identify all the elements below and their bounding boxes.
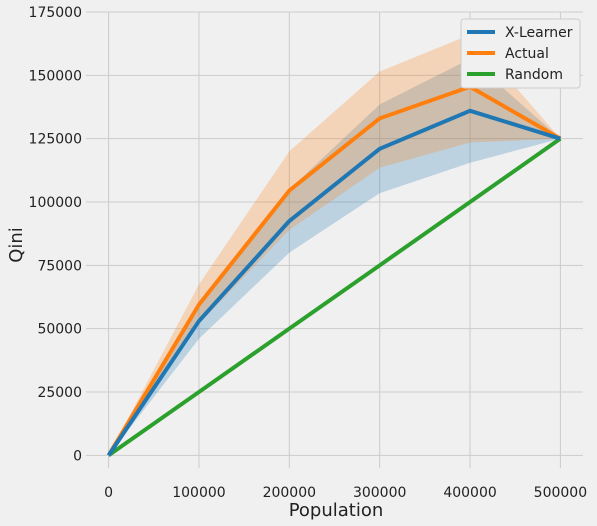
x-tick-label: 300000 <box>353 485 406 501</box>
x-tick-label: 0 <box>104 485 113 501</box>
y-tick-label: 125000 <box>29 132 82 148</box>
series-line-random <box>107 137 562 457</box>
legend-box <box>460 18 581 89</box>
x-tick-label: 100000 <box>172 485 225 501</box>
y-axis-title: Qini <box>6 227 27 263</box>
y-tick-label: 100000 <box>29 195 82 211</box>
y-tick-label: 175000 <box>29 5 82 21</box>
y-tick-label: 0 <box>73 448 82 464</box>
x-tick-labels: 0 100000 200000 300000 400000 500000 <box>104 485 587 501</box>
x-tick-label: 200000 <box>263 485 316 501</box>
series-lines <box>106 84 562 457</box>
x-tick-label: 500000 <box>534 485 587 501</box>
y-tick-label: 50000 <box>37 322 82 338</box>
confidence-band-x-learner <box>108 58 561 456</box>
legend-label: Random <box>505 67 563 83</box>
legend-label: X-Learner <box>505 25 573 41</box>
grid <box>86 11 583 468</box>
confidence-band-actual <box>108 34 561 456</box>
y-tick-labels: 0 25000 50000 75000 100000 125000 150000 175000 <box>29 5 82 464</box>
legend: X-Learner Actual Random <box>460 18 581 89</box>
series-line-x-learner <box>106 108 561 457</box>
y-tick-label: 25000 <box>37 385 82 401</box>
confidence-bands <box>108 34 561 456</box>
y-tick-label: 75000 <box>37 258 82 274</box>
legend-label: Actual <box>505 46 549 62</box>
series-line-actual <box>106 84 562 457</box>
y-tick-label: 150000 <box>29 68 82 84</box>
x-tick-label: 400000 <box>443 485 496 501</box>
x-axis-title: Population <box>289 500 384 521</box>
